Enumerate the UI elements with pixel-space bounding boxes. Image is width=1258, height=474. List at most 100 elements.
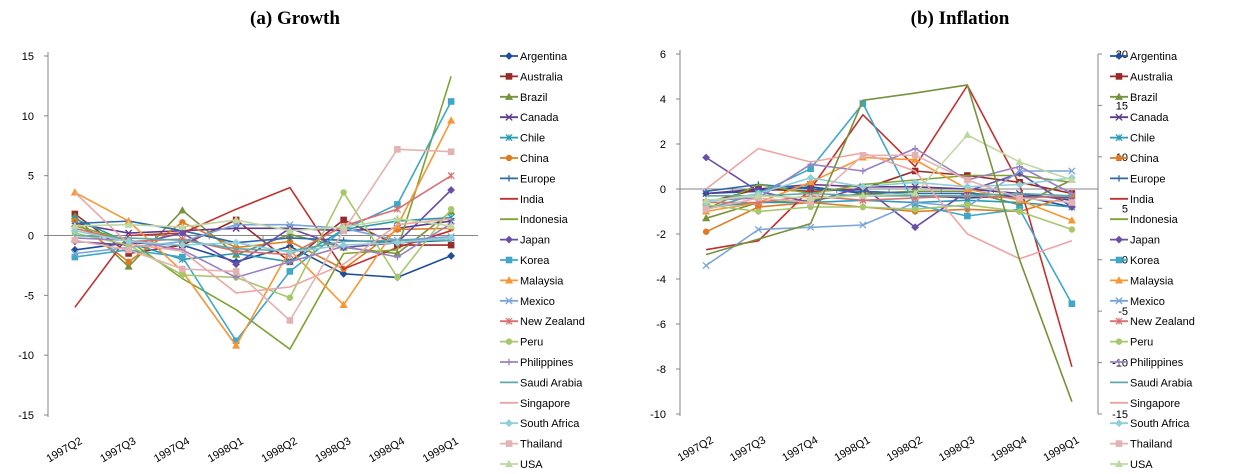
legend-item: Argentina	[500, 51, 568, 63]
data-point	[806, 178, 815, 186]
legend-item: Australia	[500, 71, 564, 83]
data-point	[339, 269, 348, 278]
inflation-y-tick-label: 4	[660, 94, 666, 106]
legend-marker	[1115, 113, 1123, 121]
data-point	[806, 193, 815, 202]
data-point	[179, 253, 186, 261]
inflation-right-tick-label: 5	[1122, 203, 1128, 215]
inflation-x-tick-label: 1997Q4	[780, 434, 820, 464]
legend-item: Chile	[1110, 133, 1155, 145]
legend-label: Saudi Arabia	[1130, 377, 1193, 389]
data-point	[911, 151, 919, 159]
data-point	[1016, 208, 1023, 215]
inflation-y-tick-label: -6	[656, 319, 666, 331]
data-point	[964, 212, 971, 220]
legend-marker	[1115, 419, 1123, 428]
legend-label: Korea	[1130, 255, 1160, 267]
growth-x-tick-label: 1998Q2	[259, 435, 299, 465]
series-line	[74, 234, 452, 252]
legend-marker	[1115, 256, 1123, 264]
growth-series-usa	[70, 214, 456, 234]
data-point	[806, 173, 815, 182]
data-point	[964, 176, 971, 184]
data-point	[1068, 226, 1076, 233]
data-point	[1067, 175, 1076, 184]
legend-label: Chile	[1130, 133, 1155, 145]
data-point	[963, 182, 972, 191]
legend-marker	[1115, 338, 1123, 345]
legend-item: South Africa	[1110, 418, 1190, 430]
legend-item: New Zealand	[500, 316, 585, 328]
growth-series-south-africa	[70, 226, 456, 257]
legend-item: Philippines	[500, 357, 574, 369]
legend-marker	[1115, 133, 1123, 142]
data-point	[232, 268, 240, 275]
legend-label: Malaysia	[1130, 275, 1174, 287]
inflation-x-tick-label: 1999Q1	[1041, 434, 1081, 464]
series-line	[74, 148, 452, 322]
series-line	[706, 134, 1073, 202]
legend-item: Philippines	[1110, 357, 1184, 369]
data-point	[1015, 167, 1024, 175]
data-point	[286, 294, 294, 301]
growth-series-peru	[71, 189, 455, 301]
series-line	[706, 183, 1073, 202]
legend-item: Thailand	[500, 439, 562, 451]
legend-label: USA	[520, 459, 543, 471]
inflation-right-tick-label: 15	[1116, 100, 1128, 112]
legend-marker	[1114, 276, 1124, 284]
legend-item: Chile	[500, 133, 545, 145]
data-point	[286, 258, 294, 266]
legend-item: Argentina	[1110, 51, 1178, 63]
legend-label: Japan	[1130, 235, 1160, 247]
data-point	[702, 205, 710, 213]
inflation-x-tick-label: 1997Q3	[728, 434, 768, 464]
data-point	[178, 206, 187, 214]
series-line	[705, 177, 1073, 204]
legend-item: Indonesia	[1110, 214, 1179, 226]
legend-item: Europe	[1110, 173, 1165, 185]
data-point	[858, 182, 867, 191]
data-point	[447, 98, 455, 105]
legend-label: Japan	[520, 235, 550, 247]
data-point	[179, 265, 186, 273]
data-point	[911, 145, 919, 152]
legend-marker	[505, 73, 513, 80]
data-point	[447, 148, 455, 156]
series-line	[705, 204, 1073, 231]
data-point	[70, 221, 79, 229]
data-point	[859, 167, 867, 175]
data-point	[911, 223, 920, 232]
data-point	[286, 221, 294, 229]
growth-chart-title: (a) Growth	[250, 8, 340, 29]
legend-marker	[1115, 297, 1123, 305]
data-point	[964, 201, 971, 208]
data-point	[285, 248, 294, 257]
inflation-y-tick-label: 6	[660, 49, 666, 61]
data-point	[394, 274, 401, 281]
legend-marker	[505, 52, 513, 60]
inflation-series-indonesia-rhs-	[705, 84, 1073, 402]
legend-marker	[1115, 440, 1123, 447]
data-point	[754, 191, 763, 199]
legend-item: USA	[500, 459, 543, 471]
data-point	[286, 234, 294, 242]
legend-marker	[1115, 154, 1123, 162]
data-point	[178, 241, 187, 249]
growth-chart: (a) Growth -15 -10 -5 0 5 10 15 1997Q2 1997Q3 1997…	[18, 8, 585, 471]
data-point	[1068, 300, 1076, 308]
growth-series-singapore	[74, 191, 452, 294]
legend-label: Saudi Arabia	[520, 377, 583, 389]
legend-marker	[505, 175, 513, 182]
data-point	[125, 258, 132, 266]
data-point	[447, 116, 456, 124]
legend-item: China	[1110, 153, 1160, 165]
data-point	[702, 214, 711, 222]
legend-marker	[505, 419, 513, 428]
growth-y-tick-label: -10	[18, 350, 34, 362]
legend-item: Mexico	[500, 296, 555, 308]
data-point	[124, 237, 133, 246]
data-point	[859, 203, 867, 211]
growth-y-tick-label: -15	[18, 410, 34, 422]
data-point	[447, 221, 456, 229]
